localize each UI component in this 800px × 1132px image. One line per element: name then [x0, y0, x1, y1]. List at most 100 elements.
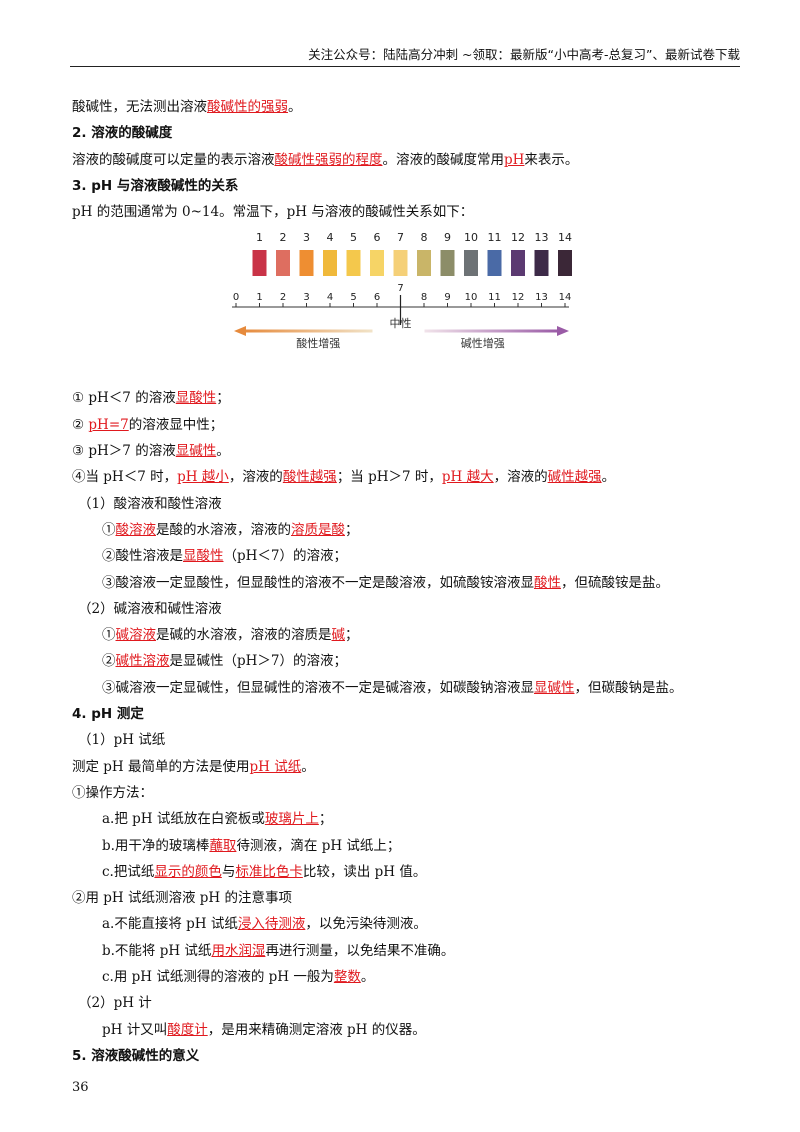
ph-tick-label: 13: [535, 292, 548, 303]
text-segment: 待测液，滴在 pH 试纸上；: [236, 837, 401, 854]
answer-fill-in: pH=7: [88, 416, 129, 433]
text-segment: ；当 pH＞7 时，: [336, 469, 442, 486]
ph-color-swatch: [323, 250, 337, 277]
text-segment: 。: [360, 969, 375, 986]
ph-tick-label: 9: [444, 292, 450, 303]
text-segment: c.把试纸: [102, 863, 155, 880]
text-segment: 。: [301, 758, 315, 775]
answer-fill-in: 溶质是酸: [291, 521, 345, 538]
text-segment: ，溶液的: [493, 469, 548, 486]
ph-tick-label: 5: [350, 292, 356, 303]
text-line: b.不能将 pH 试纸用水润湿再进行测量，以免结果不准确。: [72, 938, 732, 964]
text-segment: pH 计又叫: [102, 1021, 168, 1038]
ph-tick-label: 11: [488, 292, 501, 303]
ph-swatch-label: 13: [535, 231, 549, 244]
text-segment: ，但碳酸钠是盐。: [574, 679, 683, 696]
ph-color-swatch: [558, 250, 572, 277]
text-line: ③碱溶液一定显碱性，但显碱性的溶液不一定是碱溶液，如碳酸钠溶液显显碱性，但碳酸钠…: [72, 675, 732, 701]
text-segment: （1）酸溶液和酸性溶液: [78, 495, 222, 512]
text-segment: c.用 pH 试纸测得的溶液的 pH 一般为: [102, 969, 334, 986]
base-label: 碱性增强: [461, 336, 505, 350]
section-heading: 3. pH 与溶液酸碱性的关系: [72, 173, 732, 199]
text-segment: 与: [221, 863, 236, 880]
text-segment: 。: [216, 443, 230, 460]
ph-swatch-label: 5: [350, 231, 357, 244]
ph-swatch-label: 12: [511, 231, 525, 244]
text-line: pH 的范围通常为 0~14。常温下，pH 与溶液的酸碱性关系如下：: [72, 199, 732, 225]
ph-color-swatch: [534, 250, 549, 277]
ph-scale-svg: 1 2 3 4 5 6 7 8 9 10 11 12 13 140 1 2 3 4 5 678 9 10 11 12 13 14中…: [232, 231, 572, 350]
text-segment: ；: [345, 627, 359, 644]
text-line: （1）pH 试纸: [72, 727, 732, 753]
text-segment: 是显碱性（pH＞7）的溶液；: [169, 653, 348, 670]
text-segment: ，以免污染待测液。: [305, 916, 427, 933]
text-segment: pH 的范围通常为 0~14。常温下，pH 与溶液的酸碱性关系如下：: [72, 204, 474, 221]
text-segment: ①: [102, 521, 116, 538]
answer-fill-in: 酸碱性强弱的程度: [274, 151, 383, 168]
text-segment: （2）碱溶液和碱性溶液: [78, 600, 222, 617]
text-line: ②酸性溶液是显酸性（pH＜7）的溶液；: [72, 543, 732, 569]
answer-fill-in: 显碱性: [534, 679, 575, 696]
section-heading: 4. pH 测定: [72, 701, 732, 727]
base-arrow-head: [557, 326, 569, 337]
text-segment: ③碱溶液一定显碱性，但显碱性的溶液不一定是碱溶液，如碳酸钠溶液显: [102, 679, 534, 696]
answer-fill-in: 碱性越强: [547, 469, 602, 486]
answer-fill-in: 标准比色卡: [235, 863, 303, 880]
text-line: ④当 pH＜7 时，pH 越小，溶液的酸性越强；当 pH＞7 时，pH 越大，溶…: [72, 464, 732, 490]
answer-fill-in: 酸性: [534, 574, 561, 591]
ph-color-swatch: [346, 250, 361, 277]
text-segment: ③酸溶液一定显酸性，但显酸性的溶液不一定是酸溶液，如硫酸铵溶液显: [102, 574, 534, 591]
text-line: 酸碱性，无法测出溶液酸碱性的强弱。: [72, 94, 732, 120]
ph-color-swatch: [487, 250, 502, 277]
answer-fill-in: 显碱性: [175, 443, 217, 460]
ph-color-swatch: [299, 250, 314, 277]
text-segment: ，但硫酸铵是盐。: [561, 574, 669, 591]
text-line: 溶液的酸碱度可以定量的表示溶液酸碱性强弱的程度。溶液的酸碱度常用pH来表示。: [72, 147, 732, 173]
ph-tick-label: 1: [256, 292, 262, 303]
answer-fill-in: 显示的颜色: [154, 863, 222, 880]
answer-fill-in: 浸入待测液: [237, 916, 306, 933]
answer-fill-in: 酸溶液: [115, 521, 157, 538]
text-segment: 是碱的水溶液，溶液的溶质是: [156, 627, 332, 644]
text-line: ② pH=7的溶液显中性；: [72, 412, 732, 438]
text-segment: ，溶液的: [228, 469, 283, 486]
text-line: c.用 pH 试纸测得的溶液的 pH 一般为整数。: [72, 964, 732, 990]
text-line: a.不能直接将 pH 试纸浸入待测液，以免污染待测液。: [72, 911, 732, 937]
ph-scale-figure: 1 2 3 4 5 6 7 8 9 10 11 12 13 14 0 1 2 3 4 5 6 7 8 9 10 11 12 13 14 中…: [72, 225, 732, 385]
text-segment: ②: [102, 653, 116, 670]
text-segment: 来表示。: [524, 151, 579, 168]
answer-fill-in: 玻璃片上: [264, 811, 319, 828]
ph-swatch-label: 14: [558, 231, 572, 244]
text-segment: 4. pH 测定: [72, 706, 144, 723]
text-segment: b.用干净的玻璃棒: [102, 837, 210, 854]
ph-swatch-label: 7: [397, 231, 404, 244]
text-segment: 是酸的水溶液，溶液的: [156, 521, 291, 538]
page-number: 36: [72, 1080, 89, 1095]
text-line: ①碱溶液是碱的水溶液，溶液的溶质是碱；: [72, 622, 732, 648]
text-line: a.把 pH 试纸放在白瓷板或玻璃片上；: [72, 806, 732, 832]
acid-arrow-shaft: [242, 329, 373, 333]
answer-fill-in: 碱: [331, 627, 346, 644]
text-segment: ②: [72, 416, 89, 433]
text-segment: ②酸性溶液是: [102, 548, 183, 565]
text-line: 测定 pH 最简单的方法是使用pH 试纸。: [72, 754, 732, 780]
base-arrow-shaft: [424, 329, 559, 333]
answer-fill-in: 酸性越强: [282, 469, 337, 486]
text-segment: ，是用来精确测定溶液 pH 的仪器。: [207, 1021, 426, 1038]
text-segment: ①: [102, 627, 116, 644]
text-segment: （1）pH 试纸: [78, 732, 166, 749]
ph-tick-label: 2: [280, 292, 286, 303]
ph-swatch-label: 1: [256, 231, 263, 244]
text-line: ③ pH＞7 的溶液显碱性。: [72, 438, 732, 464]
answer-fill-in: pH 越大: [441, 469, 494, 486]
text-segment: 。溶液的酸碱度常用: [382, 151, 505, 168]
ph-color-swatch: [511, 250, 525, 277]
ph-tick-label: 4: [327, 292, 333, 303]
text-segment: 酸碱性，无法测出溶液: [72, 99, 207, 115]
answer-fill-in: pH 试纸: [249, 758, 302, 775]
ph-color-swatch: [464, 250, 478, 277]
text-segment: ；: [345, 521, 359, 538]
text-segment: ②用 pH 试纸测溶液 pH 的注意事项: [72, 890, 292, 907]
section-heading: 2. 溶液的酸碱度: [72, 120, 732, 146]
text-segment: 3. pH 与溶液酸碱性的关系: [72, 177, 239, 194]
